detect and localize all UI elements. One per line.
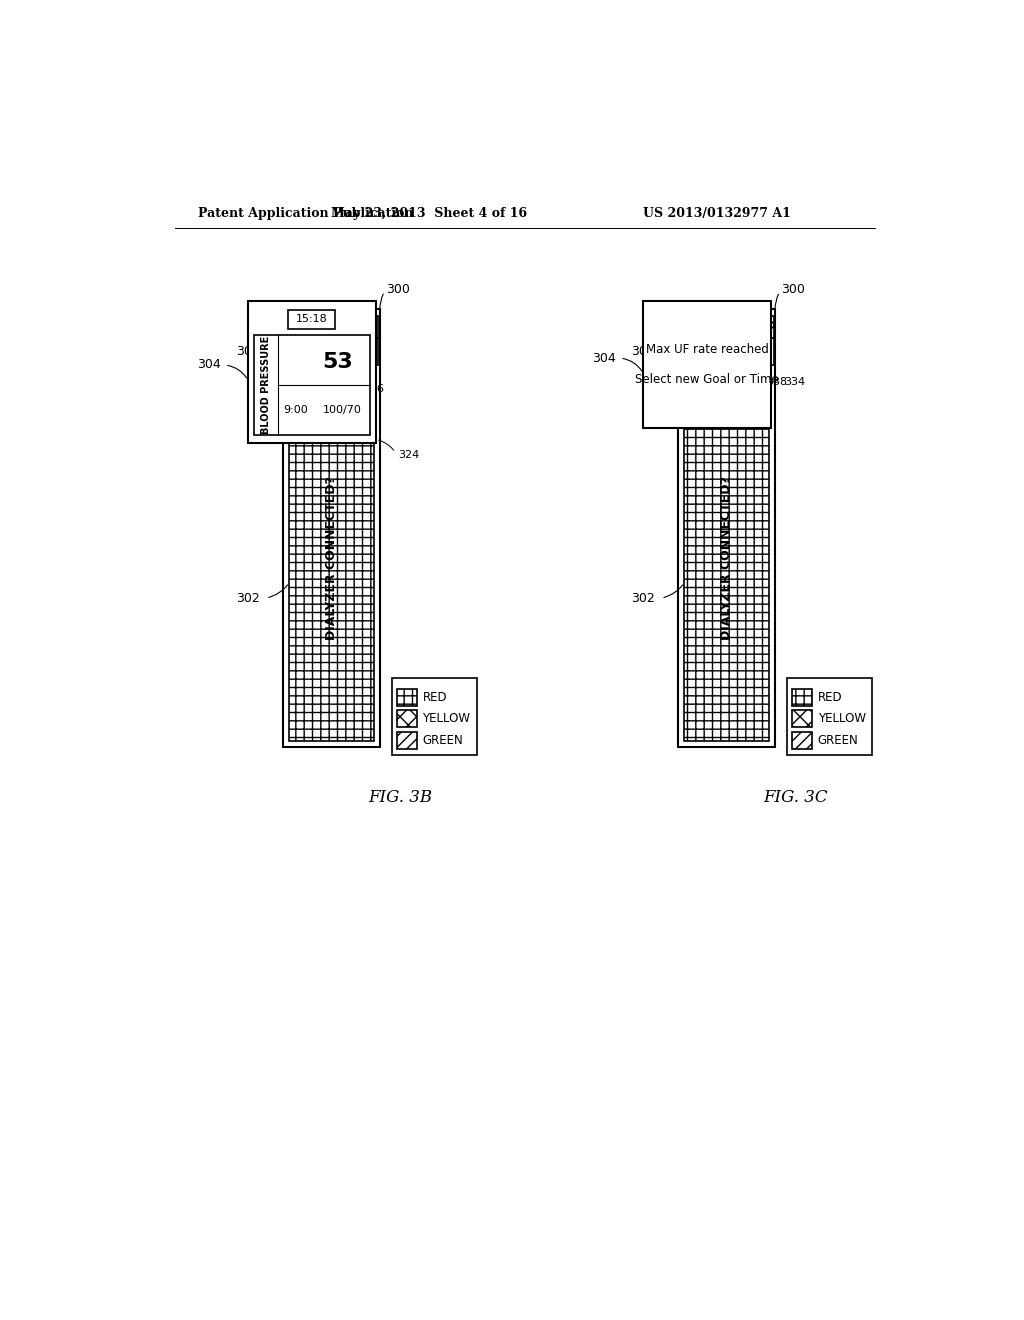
Text: i: i xyxy=(360,345,365,358)
Text: i: i xyxy=(756,345,760,358)
Circle shape xyxy=(352,342,373,362)
Text: 0: 0 xyxy=(295,322,302,333)
Bar xyxy=(643,301,771,428)
Text: BLOOD PRESSURE: BLOOD PRESSURE xyxy=(261,335,271,434)
Text: A: A xyxy=(294,345,304,358)
Text: 312: 312 xyxy=(344,384,366,393)
Bar xyxy=(248,301,376,444)
Text: GREEN: GREEN xyxy=(423,734,463,747)
Text: 316: 316 xyxy=(362,384,384,393)
Text: YELLOW: YELLOW xyxy=(818,713,865,726)
Bar xyxy=(283,317,314,338)
Bar xyxy=(254,335,370,434)
Text: W: W xyxy=(324,345,338,358)
Text: 302: 302 xyxy=(631,591,655,605)
Bar xyxy=(786,678,872,755)
Text: 53: 53 xyxy=(323,351,353,372)
Bar xyxy=(710,338,741,364)
Text: Patent Application Publication: Patent Application Publication xyxy=(198,207,414,220)
Bar xyxy=(741,317,773,338)
Text: 300: 300 xyxy=(386,282,410,296)
Bar xyxy=(710,317,741,338)
Bar xyxy=(283,309,380,747)
Bar xyxy=(397,733,417,748)
Circle shape xyxy=(748,342,768,362)
Bar xyxy=(289,374,374,742)
Bar xyxy=(314,338,346,364)
Bar xyxy=(793,733,812,748)
Text: 338: 338 xyxy=(767,378,787,388)
Text: RED: RED xyxy=(423,690,447,704)
Text: 100/70: 100/70 xyxy=(323,405,361,414)
Text: 15:18: 15:18 xyxy=(296,314,328,325)
Bar xyxy=(678,309,775,747)
Bar xyxy=(793,689,812,706)
Text: 9:00: 9:00 xyxy=(284,405,308,414)
Text: Max UF rate reached: Max UF rate reached xyxy=(646,343,769,355)
Text: RED: RED xyxy=(818,690,843,704)
Text: 316: 316 xyxy=(751,384,772,393)
Bar xyxy=(397,710,417,727)
Text: 0: 0 xyxy=(690,322,697,333)
Bar xyxy=(793,710,812,727)
Text: 304: 304 xyxy=(593,351,616,364)
Text: GREEN: GREEN xyxy=(818,734,858,747)
Bar xyxy=(397,689,417,706)
Text: 306: 306 xyxy=(236,345,260,358)
Text: 304: 304 xyxy=(198,359,221,371)
Bar xyxy=(283,338,314,364)
Text: FIG. 3C: FIG. 3C xyxy=(764,789,828,807)
Text: US 2013/0132977 A1: US 2013/0132977 A1 xyxy=(643,207,791,220)
Text: Select new Goal or Time: Select new Goal or Time xyxy=(636,374,779,387)
Text: FIG. 3B: FIG. 3B xyxy=(369,789,433,807)
Text: 1: 1 xyxy=(722,322,729,333)
Bar xyxy=(346,317,378,338)
Text: 306: 306 xyxy=(631,345,655,358)
Text: 0: 0 xyxy=(359,322,366,333)
Text: 302: 302 xyxy=(236,591,260,605)
Bar xyxy=(741,338,773,364)
Text: DIALYZER CONNECTED?: DIALYZER CONNECTED? xyxy=(720,475,733,640)
Bar xyxy=(678,317,710,338)
Text: 1: 1 xyxy=(755,322,761,333)
Bar xyxy=(314,317,346,338)
Text: YELLOW: YELLOW xyxy=(423,713,470,726)
Text: A: A xyxy=(689,345,699,358)
Text: 300: 300 xyxy=(781,282,805,296)
Text: 334: 334 xyxy=(784,378,806,388)
Bar xyxy=(678,338,710,364)
Text: W: W xyxy=(719,345,733,358)
Text: DIALYZER CONNECTED?: DIALYZER CONNECTED? xyxy=(325,475,338,640)
Bar xyxy=(684,374,769,742)
Text: 312: 312 xyxy=(736,384,758,393)
Bar xyxy=(346,338,378,364)
Bar xyxy=(289,310,335,329)
Bar xyxy=(391,678,477,755)
Text: 324: 324 xyxy=(397,450,419,459)
Text: May 23, 2013  Sheet 4 of 16: May 23, 2013 Sheet 4 of 16 xyxy=(331,207,526,220)
Text: 1: 1 xyxy=(327,322,334,333)
